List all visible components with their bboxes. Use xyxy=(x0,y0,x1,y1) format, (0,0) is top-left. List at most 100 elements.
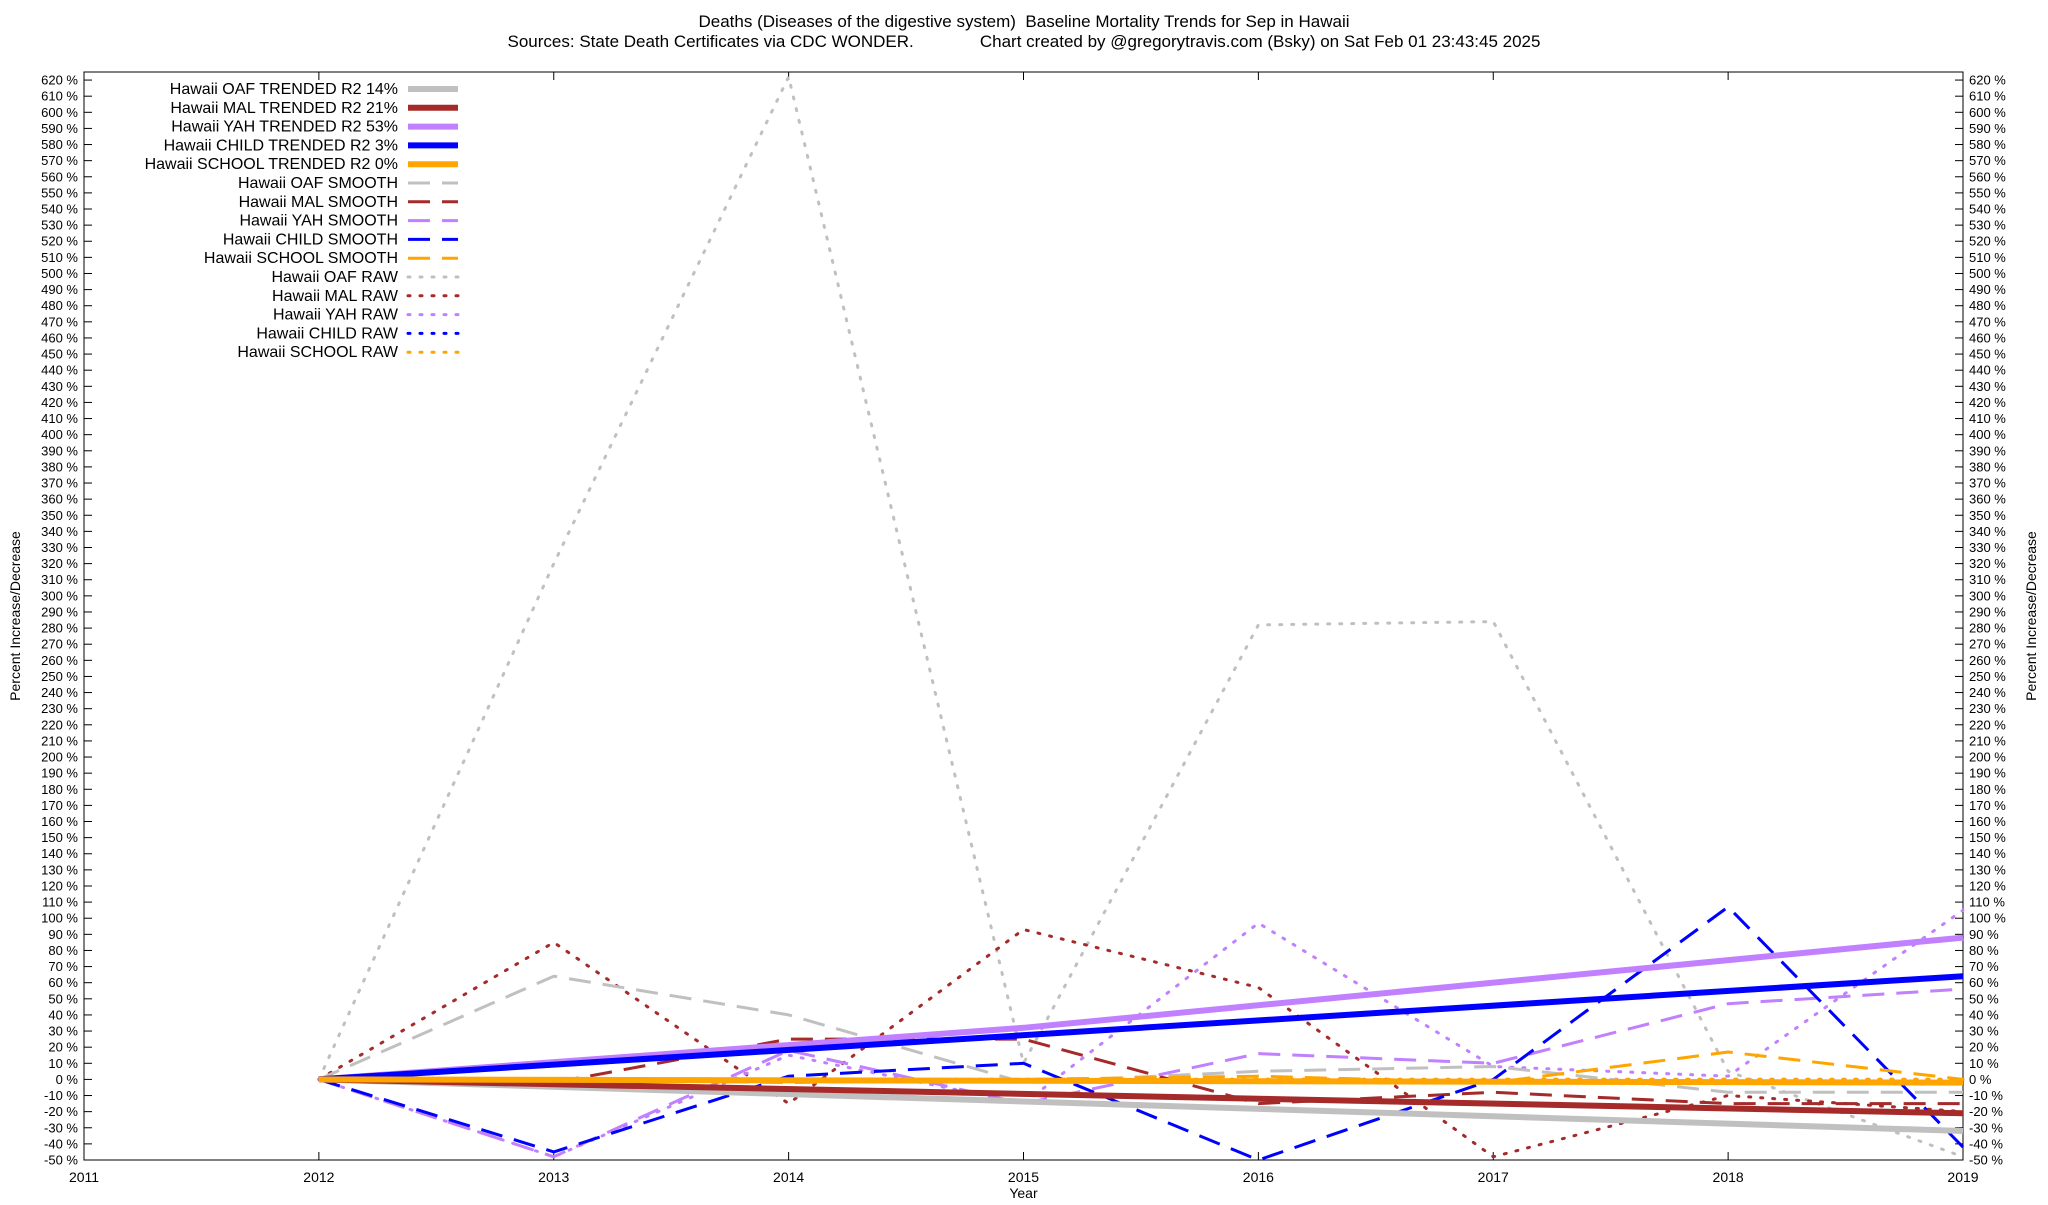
y2-axis-label: Percent Increase/Decrease xyxy=(2023,531,2039,701)
y2-tick-label: 540 % xyxy=(1969,202,2006,217)
legend-label: Hawaii OAF RAW xyxy=(271,269,398,286)
y2-tick-label: 360 % xyxy=(1969,492,2006,507)
y-tick-label: 390 % xyxy=(41,443,78,458)
y2-tick-label: 140 % xyxy=(1969,846,2006,861)
y2-tick-label: 330 % xyxy=(1969,540,2006,555)
y-tick-label: 490 % xyxy=(41,282,78,297)
y2-tick-label: 270 % xyxy=(1969,637,2006,652)
y2-tick-label: 310 % xyxy=(1969,572,2006,587)
y2-tick-label: 10 % xyxy=(1969,1056,1999,1071)
y-tick-label: -10 % xyxy=(44,1088,78,1103)
y-tick-label: 130 % xyxy=(41,862,78,877)
legend-label: Hawaii CHILD RAW xyxy=(256,325,399,342)
y2-tick-label: 40 % xyxy=(1969,1007,1999,1022)
y-axis-label: Percent Increase/Decrease xyxy=(7,531,23,701)
y-tick-label: 260 % xyxy=(41,653,78,668)
y-tick-label: 550 % xyxy=(41,185,78,200)
y-tick-label: 410 % xyxy=(41,411,78,426)
y-tick-label: 300 % xyxy=(41,588,78,603)
y2-tick-label: 520 % xyxy=(1969,234,2006,249)
y-tick-label: 470 % xyxy=(41,314,78,329)
y2-tick-label: 610 % xyxy=(1969,89,2006,104)
legend-label: Hawaii SCHOOL RAW xyxy=(237,344,399,361)
y2-tick-label: 420 % xyxy=(1969,395,2006,410)
legend-label: Hawaii OAF TRENDED R2 14% xyxy=(170,81,398,98)
x-tick-label: 2013 xyxy=(538,1169,569,1185)
series-line-3 xyxy=(318,973,1964,1083)
y-tick-label: 480 % xyxy=(41,298,78,313)
y-tick-label: 20 % xyxy=(48,1040,78,1055)
legend: Hawaii OAF TRENDED R2 14% Hawaii MAL TREN… xyxy=(145,81,460,361)
legend-label: Hawaii CHILD TRENDED R2 3% xyxy=(164,137,398,154)
y-tick-label: 450 % xyxy=(41,347,78,362)
y2-tick-label: 380 % xyxy=(1969,459,2006,474)
y-tick-label: 350 % xyxy=(41,508,78,523)
y2-tick-label: 60 % xyxy=(1969,975,1999,990)
y2-tick-label: 100 % xyxy=(1969,911,2006,926)
y-tick-label: 380 % xyxy=(41,459,78,474)
legend-label: Hawaii SCHOOL TRENDED R2 0% xyxy=(145,156,398,173)
y2-tick-label: 120 % xyxy=(1969,878,2006,893)
y2-tick-label: 220 % xyxy=(1969,717,2006,732)
y2-tick-label: 560 % xyxy=(1969,169,2006,184)
y2-tick-label: 210 % xyxy=(1969,733,2006,748)
y2-tick-label: 90 % xyxy=(1969,927,1999,942)
y-tick-label: 60 % xyxy=(48,975,78,990)
y2-tick-label: 320 % xyxy=(1969,556,2006,571)
y-tick-label: 440 % xyxy=(41,363,78,378)
y2-tick-label: 470 % xyxy=(1969,314,2006,329)
y2-tick-label: 620 % xyxy=(1969,73,2006,88)
y-tick-label: 150 % xyxy=(41,830,78,845)
y2-tick-label: 20 % xyxy=(1969,1040,1999,1055)
y-tick-label: -50 % xyxy=(44,1153,78,1168)
y-tick-label: 420 % xyxy=(41,395,78,410)
y2-tick-label: 80 % xyxy=(1969,943,1999,958)
y2-tick-label: 430 % xyxy=(1969,379,2006,394)
y2-tick-label: 250 % xyxy=(1969,669,2006,684)
y2-tick-label: 390 % xyxy=(1969,443,2006,458)
y-tick-label: 100 % xyxy=(41,911,78,926)
y2-tick-label: 130 % xyxy=(1969,862,2006,877)
x-axis-label: Year xyxy=(1009,1185,1038,1200)
y-tick-label: 320 % xyxy=(41,556,78,571)
x-tick-label: 2019 xyxy=(1947,1169,1978,1185)
y2-tick-label: 510 % xyxy=(1969,250,2006,265)
chart-title: Deaths (Diseases of the digestive system… xyxy=(698,12,1350,31)
legend-label: Hawaii SCHOOL SMOOTH xyxy=(204,250,398,267)
y2-tick-label: 170 % xyxy=(1969,798,2006,813)
y2-tick-label: 400 % xyxy=(1969,427,2006,442)
legend-label: Hawaii OAF SMOOTH xyxy=(238,175,398,192)
y-tick-label: 360 % xyxy=(41,492,78,507)
legend-label: Hawaii YAH SMOOTH xyxy=(239,213,398,230)
y2-tick-label: 480 % xyxy=(1969,298,2006,313)
y-tick-label: 590 % xyxy=(41,121,78,136)
y-tick-label: 500 % xyxy=(41,266,78,281)
x-tick-label: 2011 xyxy=(69,1169,99,1185)
series-line-1 xyxy=(318,1076,1964,1117)
y2-tick-label: 580 % xyxy=(1969,137,2006,152)
y2-tick-label: -30 % xyxy=(1969,1120,2003,1135)
y2-tick-label: 570 % xyxy=(1969,153,2006,168)
legend-label: Hawaii CHILD SMOOTH xyxy=(223,231,398,248)
legend-label: Hawaii MAL SMOOTH xyxy=(239,194,398,211)
y-tick-label: 330 % xyxy=(41,540,78,555)
y2-tick-label: 70 % xyxy=(1969,959,1999,974)
y-tick-label: 90 % xyxy=(48,927,78,942)
y-tick-label: 540 % xyxy=(41,202,78,217)
y-tick-label: 80 % xyxy=(48,943,78,958)
y-tick-label: 400 % xyxy=(41,427,78,442)
y-tick-label: 180 % xyxy=(41,782,78,797)
y2-tick-label: 180 % xyxy=(1969,782,2006,797)
y-tick-label: 120 % xyxy=(41,878,78,893)
y-tick-label: 230 % xyxy=(41,701,78,716)
y-tick-label: 430 % xyxy=(41,379,78,394)
y-tick-label: 40 % xyxy=(48,1007,78,1022)
chart-subtitle: Sources: State Death Certificates via CD… xyxy=(507,32,1541,51)
series-line-12 xyxy=(317,908,1965,1159)
y2-tick-label: 600 % xyxy=(1969,105,2006,120)
y2-tick-label: 230 % xyxy=(1969,701,2006,716)
y2-tick-label: -40 % xyxy=(1969,1136,2003,1151)
x-tick-label: 2012 xyxy=(303,1169,334,1185)
